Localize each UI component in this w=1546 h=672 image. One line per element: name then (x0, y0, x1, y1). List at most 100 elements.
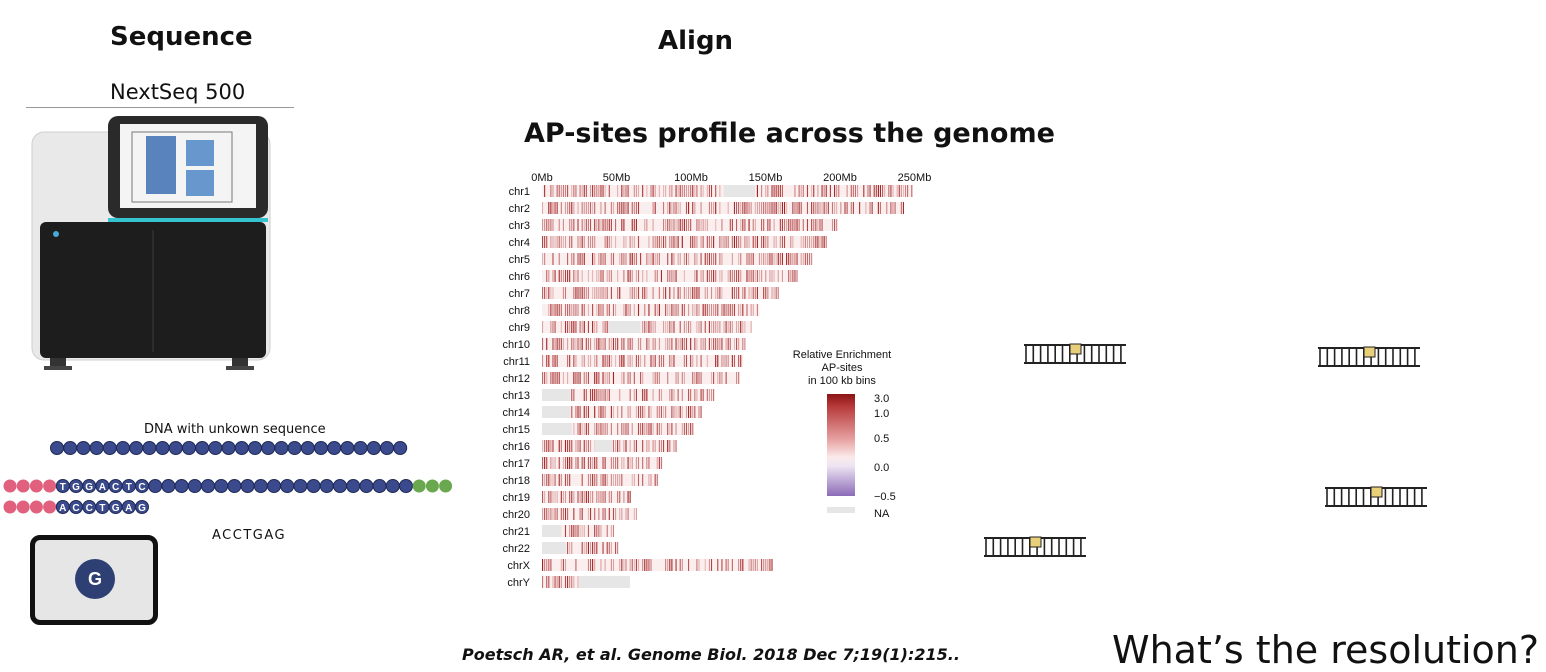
dna-ladder-icon (1024, 343, 1126, 364)
x-tick-label: 0Mb (531, 172, 552, 184)
chromosome-track (542, 304, 760, 316)
chromosome-label: chrY (507, 577, 530, 589)
chromosome-track (542, 440, 677, 452)
dna-bead (261, 441, 276, 455)
read-base: T (55, 479, 70, 493)
chromosome-track (542, 372, 741, 384)
dna-bead (340, 441, 355, 455)
chromosome-label: chr8 (509, 305, 530, 317)
dna-ladder-icon (1325, 486, 1427, 507)
legend-tick-label: 1.0 (874, 408, 889, 420)
chromosome-track (542, 457, 663, 469)
legend-tick-label: 3.0 (874, 393, 889, 405)
na-region (542, 389, 571, 401)
adapter-bead (43, 479, 57, 493)
legend-color-bar (827, 394, 855, 496)
na-region (579, 576, 630, 588)
chromosome-label: chr3 (509, 220, 530, 232)
ap-sites-chart-title: AP-sites profile across the genome (524, 118, 1055, 149)
svg-text:T: T (99, 503, 105, 514)
ap-site-marker (1069, 343, 1082, 355)
chromosome-label: chr7 (509, 288, 530, 300)
svg-text:G: G (138, 503, 146, 514)
dna-bead (148, 479, 163, 493)
dna-bead (187, 479, 202, 493)
dna-bead (385, 479, 400, 493)
ap-site-marker (1370, 486, 1383, 498)
adapter-bead (29, 479, 43, 493)
na-region (542, 542, 566, 554)
read-sequence-text: ACCTGAG (212, 528, 287, 543)
adapter-bead (3, 500, 17, 514)
adapter-bead (412, 479, 426, 493)
chromosome-label: chr12 (502, 373, 530, 385)
dna-bead (293, 479, 308, 493)
read-base: G (69, 479, 83, 493)
chromosome-label: chr14 (502, 407, 530, 419)
chromosome-track (542, 576, 630, 588)
synth-base: A (55, 500, 70, 514)
read-base: T (121, 479, 136, 493)
chromosome-track (542, 253, 813, 265)
dna-bead (372, 479, 387, 493)
dna-bead (129, 441, 144, 455)
svg-text:C: C (86, 503, 93, 514)
ap-site-marker (1029, 536, 1042, 548)
resolution-question: What’s the resolution? (1112, 628, 1540, 672)
read-base: A (95, 479, 110, 493)
chromosome-track (542, 185, 914, 197)
dna-bead (300, 441, 315, 455)
synth-base: T (95, 500, 110, 514)
synth-base: G (135, 500, 149, 514)
dna-bead (280, 479, 295, 493)
na-region (723, 185, 756, 197)
chromosome-label: chr13 (502, 390, 530, 402)
dna-bead (174, 479, 189, 493)
dna-bead (63, 441, 78, 455)
legend-tick-label: NA (874, 508, 890, 520)
adapter-bead (16, 500, 30, 514)
dna-bead (366, 441, 381, 455)
chromosome-label: chr5 (509, 254, 530, 266)
dna-bead (253, 479, 268, 493)
dna-bead (234, 441, 249, 455)
chromosome-track (542, 287, 779, 299)
chromosome-track (542, 508, 637, 520)
dna-bead (319, 479, 334, 493)
dna-beads: T G G A C T CA C C T G A G (3, 441, 453, 514)
chromosome-label: chr16 (502, 441, 530, 453)
na-region (542, 406, 571, 418)
citation: Poetsch AR, et al. Genome Biol. 2018 Dec… (462, 645, 960, 664)
chromosome-track (542, 559, 773, 571)
chromosome-track (542, 389, 715, 401)
synth-base: G (108, 500, 123, 514)
genome-heatmap: 0Mb 50Mb 100Mb 150Mb 200Mb 250Mb chr1 chr2 chr3 c… (502, 172, 931, 589)
chromosome-track (542, 321, 753, 333)
read-base: G (82, 479, 97, 493)
legend-tick-label: 0.5 (874, 433, 889, 445)
dna-bead (155, 441, 170, 455)
dna-bead (274, 441, 289, 455)
dna-bead (142, 441, 157, 455)
svg-text:G: G (85, 482, 93, 493)
dna-bead (76, 441, 91, 455)
synth-base: C (82, 500, 97, 514)
chromosome-label: chrX (507, 560, 530, 572)
legend-na-swatch (827, 507, 855, 513)
chromosome-track (542, 406, 702, 418)
chromosome-label: chr10 (502, 339, 530, 351)
dna-bead (102, 441, 117, 455)
legend-title-line: Relative Enrichment (793, 349, 891, 361)
read-base: C (135, 479, 149, 493)
legend-tick-label: 0.0 (874, 462, 889, 474)
na-region (542, 423, 572, 435)
svg-text:A: A (125, 503, 132, 514)
adapter-bead (439, 479, 453, 493)
dna-bead (267, 479, 281, 493)
dna-bead (240, 479, 255, 493)
x-tick-label: 100Mb (674, 172, 708, 184)
device-name: NextSeq 500 (110, 80, 246, 104)
chromosome-track (542, 542, 619, 554)
dna-bead (399, 479, 413, 493)
legend-title-line: AP-sites (822, 362, 863, 374)
